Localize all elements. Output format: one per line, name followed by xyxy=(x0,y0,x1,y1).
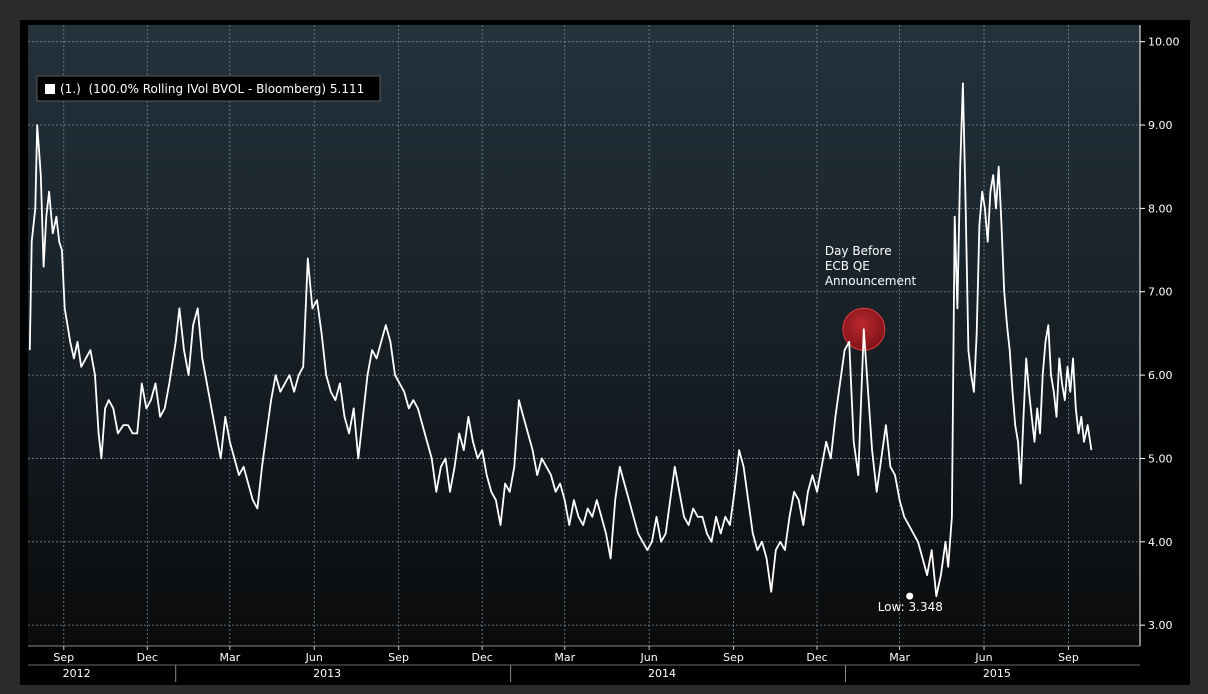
y-tick-label: 7.00 xyxy=(1148,286,1173,299)
y-tick-label: 5.00 xyxy=(1148,452,1173,465)
legend: (1.) (100.0% Rolling IVol BVOL - Bloombe… xyxy=(36,75,381,102)
legend-box xyxy=(36,75,381,102)
ecb-qe-annotation-line: ECB QE xyxy=(825,259,870,273)
x-year-label: 2015 xyxy=(983,667,1011,680)
x-tick-label: Sep xyxy=(388,651,409,664)
x-tick-label: Jun xyxy=(305,651,323,664)
y-tick-label: 4.00 xyxy=(1148,536,1173,549)
legend-text: (1.) (100.0% Rolling IVol BVOL - Bloombe… xyxy=(60,82,364,96)
x-year-label: 2012 xyxy=(63,667,91,680)
x-tick-label: Mar xyxy=(889,651,910,664)
x-tick-label: Sep xyxy=(723,651,744,664)
x-axis: Sep Dec Mar Jun Sep Dec Mar Jun Sep Dec Mar Jun Sep 2… xyxy=(28,645,1140,682)
low-point-marker xyxy=(906,592,914,600)
x-year-label: 2014 xyxy=(648,667,676,680)
x-tick-label: Dec xyxy=(137,651,158,664)
y-tick-label: 6.00 xyxy=(1148,369,1173,382)
x-year-label: 2013 xyxy=(313,667,341,680)
ecb-qe-annotation-line: Day Before xyxy=(825,244,892,258)
series-line xyxy=(28,82,1093,598)
x-tick-label: Sep xyxy=(1058,651,1079,664)
grid-lines xyxy=(28,25,1140,646)
x-tick-label: Mar xyxy=(554,651,575,664)
plot-area xyxy=(28,25,1140,646)
x-tick-label: Jun xyxy=(640,651,658,664)
y-tick-label: 10.00 xyxy=(1148,36,1180,49)
legend-swatch xyxy=(45,84,55,94)
y-tick-label: 9.00 xyxy=(1148,119,1173,132)
x-tick-label: Jun xyxy=(974,651,992,664)
ecb-qe-annotation: Day Before ECB QE Announcement xyxy=(825,244,917,288)
x-tick-label: Dec xyxy=(472,651,493,664)
x-tick-label: Dec xyxy=(806,651,827,664)
y-tick-label: 8.00 xyxy=(1148,202,1173,215)
y-axis: 10.00 9.00 8.00 7.00 6.00 5.00 4.00 3.00 xyxy=(1139,25,1180,646)
ecb-qe-annotation-line: Announcement xyxy=(825,274,917,288)
x-tick-label: Mar xyxy=(219,651,240,664)
y-tick-label: 3.00 xyxy=(1148,619,1173,632)
low-annotation: Low: 3.348 xyxy=(878,600,943,614)
x-tick-label: Sep xyxy=(53,651,74,664)
